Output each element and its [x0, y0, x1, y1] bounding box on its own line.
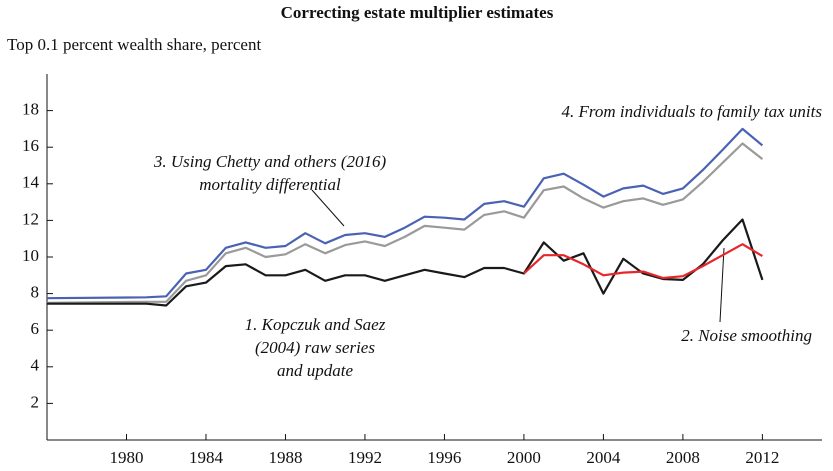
- x-tick-label: 2012: [745, 448, 779, 467]
- leader-line: [311, 189, 345, 227]
- y-tick-label: 4: [31, 356, 40, 375]
- series-line: [523, 243, 763, 280]
- series-label: (2004) raw series: [255, 338, 375, 357]
- x-tick-label: 1992: [348, 448, 382, 467]
- series-line: [46, 127, 764, 300]
- series-line: [46, 142, 764, 304]
- x-tick-label: 2000: [507, 448, 541, 467]
- y-tick-label: 2: [31, 392, 40, 411]
- y-tick-label: 12: [22, 209, 39, 228]
- series-label: 2. Noise smoothing: [681, 326, 812, 345]
- x-tick-label: 1980: [109, 448, 143, 467]
- chart-title: Correcting estate multiplier estimates: [281, 3, 554, 22]
- series-label: 3. Using Chetty and others (2016): [153, 152, 387, 171]
- x-tick-label: 2008: [666, 448, 700, 467]
- series-label: 4. From individuals to family tax units: [562, 102, 823, 121]
- x-tick-label: 1988: [268, 448, 302, 467]
- y-tick-label: 10: [22, 246, 39, 265]
- series-label: and update: [277, 361, 353, 380]
- leader-line: [719, 247, 725, 323]
- series-label: 1. Kopczuk and Saez: [245, 315, 386, 334]
- y-tick-label: 14: [22, 173, 40, 192]
- series-label: mortality differential: [199, 175, 341, 194]
- x-tick-label: 1996: [427, 448, 461, 467]
- y-tick-label: 6: [31, 319, 40, 338]
- series-line: [47, 218, 764, 307]
- y-tick-label: 18: [22, 100, 39, 119]
- y-tick-label: 16: [22, 136, 39, 155]
- y-tick-label: 8: [31, 283, 40, 302]
- x-tick-label: 2004: [586, 448, 621, 467]
- chart-subtitle: Top 0.1 percent wealth share, percent: [7, 35, 261, 54]
- x-tick-label: 1984: [189, 448, 224, 467]
